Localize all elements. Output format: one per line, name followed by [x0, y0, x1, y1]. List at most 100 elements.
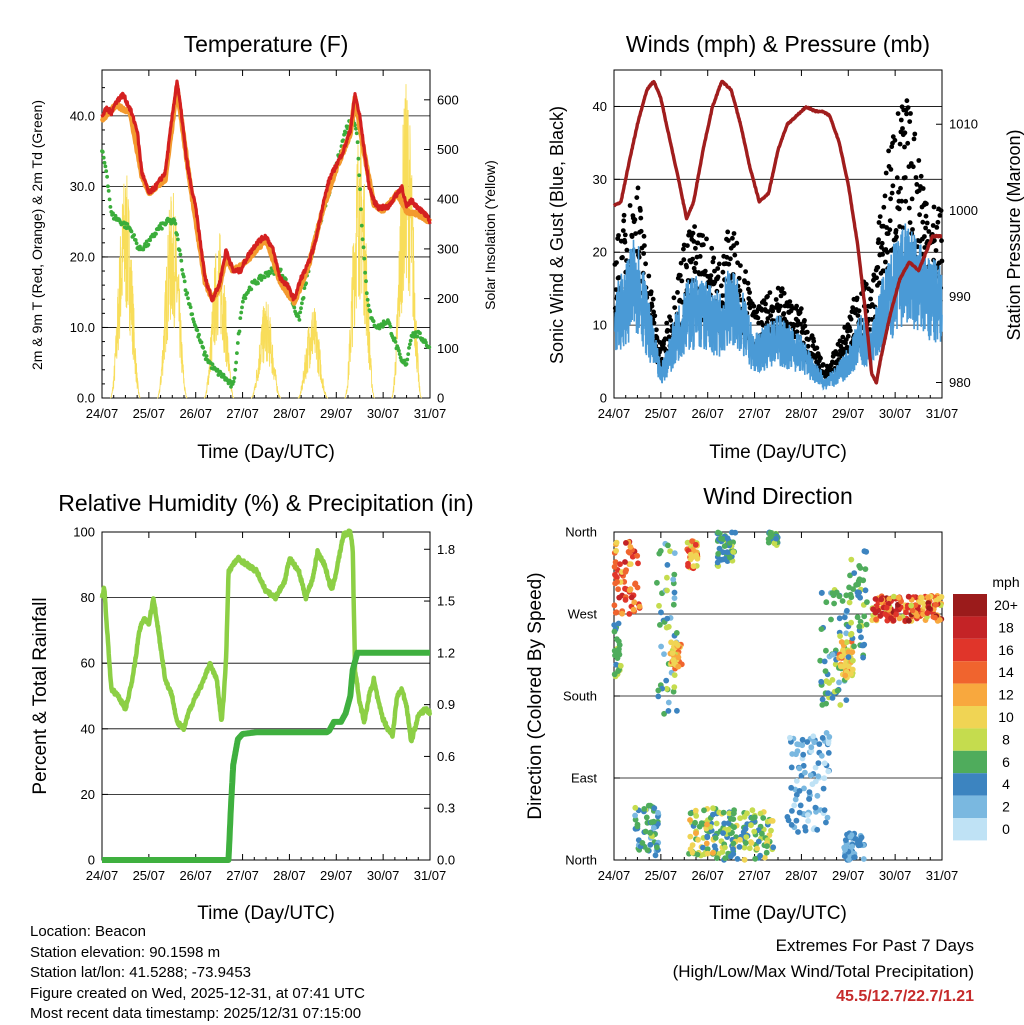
dewpoint-point [173, 221, 178, 226]
dewpoint-point [302, 286, 307, 290]
direction-point [651, 805, 658, 811]
solar-spike [203, 233, 235, 399]
dewpoint-point [356, 156, 361, 161]
gust-point [907, 119, 913, 124]
gust-point [692, 224, 697, 230]
direction-point [821, 658, 828, 665]
colorbar-label: 18 [998, 619, 1014, 635]
colorbar-swatch [953, 773, 987, 796]
direction-point [787, 734, 793, 741]
winds-ytick-label: 0 [600, 391, 607, 406]
direction-point [699, 821, 706, 827]
gust-point [900, 126, 905, 131]
gust-point [648, 289, 654, 295]
direction-point [849, 666, 856, 673]
direction-point [694, 851, 701, 858]
gust-point [896, 206, 902, 212]
colorbar-label: 8 [1002, 731, 1010, 747]
direction-point [687, 810, 694, 817]
gust-point [747, 305, 753, 311]
gust-point [804, 329, 810, 335]
direction-point [788, 764, 795, 771]
solar-ytick-label: 200 [437, 291, 459, 306]
direction-point [805, 818, 811, 824]
direction-point [704, 833, 711, 840]
direction-point [804, 739, 811, 745]
solar-ytick-label: 400 [437, 192, 459, 207]
direction-point [757, 810, 764, 817]
direction-point [616, 594, 623, 601]
gust-point [794, 303, 799, 309]
gust-point [894, 175, 900, 181]
dewpoint-point [359, 207, 363, 212]
dewpoint-point [278, 267, 283, 272]
direction-point [611, 602, 618, 609]
direction-point [715, 550, 722, 557]
dewpoint-point [129, 229, 134, 234]
direction-point [883, 604, 890, 611]
gust-point [854, 295, 860, 301]
direction-point [736, 844, 743, 850]
dewpoint-point [235, 351, 239, 355]
colorbar: 20+ 18 16 14 12 10 8 6 4 2 0 [953, 594, 1018, 841]
direction-point [763, 849, 770, 856]
dewpoint-point [234, 360, 239, 365]
gust-point [731, 231, 737, 236]
direction-point [655, 693, 662, 700]
direction-point [671, 571, 678, 578]
gust-point [876, 237, 881, 243]
direction-point [670, 601, 677, 608]
gust-point [875, 265, 881, 270]
gust-point [775, 285, 781, 291]
gust-point [679, 278, 685, 284]
dewpoint-point [193, 324, 198, 329]
direction-point [746, 845, 753, 852]
gust-point [627, 203, 633, 208]
direction-point [710, 805, 716, 812]
colorbar-label: 10 [998, 709, 1014, 725]
direction-point [812, 764, 819, 771]
colorbar-swatch [953, 638, 987, 662]
winds-ylabel: Sonic Wind & Gust (Blue, Black) [547, 106, 567, 364]
direction-point [631, 599, 638, 606]
winds-xtick-label: 26/07 [691, 406, 724, 421]
gust-point [880, 252, 885, 257]
direction-point [837, 633, 843, 639]
direction-point [804, 812, 811, 818]
direction-point [728, 853, 734, 860]
gust-point [923, 225, 928, 231]
direction-point [752, 855, 759, 862]
gust-point [641, 251, 646, 256]
direction-point [671, 684, 678, 690]
dewpoint-point [397, 352, 402, 356]
direction-point [843, 630, 850, 637]
gust-point [652, 313, 658, 319]
direction-point [651, 825, 657, 831]
gust-point [690, 230, 696, 236]
gust-point [704, 236, 709, 242]
direction-point [655, 809, 661, 816]
direction-point [730, 846, 736, 852]
colorbar-label: 20+ [994, 597, 1018, 613]
dewpoint-point [160, 226, 164, 231]
gust-point [638, 208, 643, 213]
direction-point [800, 762, 807, 769]
gust-point [890, 134, 896, 140]
gust-point [712, 268, 717, 274]
direction-point [713, 820, 720, 827]
direction-point [821, 775, 828, 782]
direction-point [814, 792, 821, 799]
colorbar-label: 0 [1002, 821, 1010, 837]
direction-point [823, 647, 829, 654]
gust-point [914, 182, 920, 187]
direction-point [689, 538, 695, 545]
direction-point [784, 814, 791, 820]
direction-point [861, 548, 868, 555]
direction-point [694, 555, 701, 562]
direction-point [622, 559, 628, 565]
direction-point [819, 735, 826, 741]
direction-point [613, 539, 620, 546]
gust-point [633, 231, 638, 237]
gust-point [824, 372, 829, 378]
direction-point [748, 822, 754, 829]
